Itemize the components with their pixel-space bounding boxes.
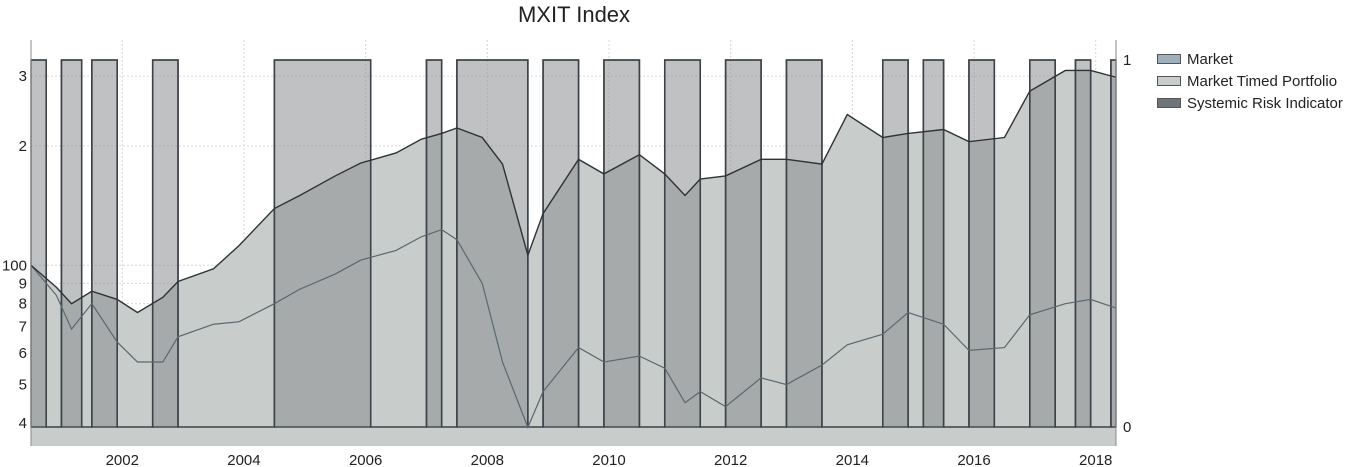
y-right-tick-label: 0 [1123, 419, 1131, 436]
legend-swatch-indicator [1157, 98, 1181, 108]
x-tick-label: 2018 [1079, 452, 1112, 467]
legend-label-portfolio: Market Timed Portfolio [1187, 72, 1338, 90]
x-tick-label: 2004 [227, 452, 260, 467]
chart-title: MXIT Index [517, 2, 631, 27]
x-tick-label: 2002 [106, 452, 139, 467]
x-tick-label: 2008 [471, 452, 504, 467]
x-tick-label: 2012 [714, 452, 747, 467]
indicator-high-bar [273, 59, 372, 428]
indicator-bars-layer [30, 59, 1117, 428]
legend: Market Market Timed Portfolio Systemic R… [1157, 48, 1343, 114]
y-left-tick-label: 7 [19, 319, 27, 336]
legend-swatch-portfolio [1157, 76, 1181, 86]
legend-label-market: Market [1187, 50, 1233, 68]
legend-item-market: Market [1157, 48, 1343, 70]
series-lines-layer [30, 69, 1117, 429]
x-tick-label: 2006 [349, 452, 382, 467]
y-left-tick-label: 2 [19, 138, 27, 155]
y-left-tick-label: 8 [19, 296, 27, 313]
legend-swatch-market [1157, 54, 1181, 64]
indicator-high-bar [425, 59, 443, 428]
y-left-tick-label: 3 [19, 68, 27, 85]
indicator-high-bar [785, 59, 823, 428]
x-tick-label: 2010 [592, 452, 625, 467]
y-left-tick-label: 100 [2, 257, 27, 274]
y-left-tick-label: 5 [19, 377, 27, 394]
x-tick-label: 2014 [836, 452, 869, 467]
indicator-high-bar [1074, 59, 1092, 428]
legend-label-indicator: Systemic Risk Indicator [1187, 94, 1343, 112]
indicator-high-bar [664, 59, 701, 428]
indicator-high-bar [30, 59, 47, 428]
y-left-tick-label: 9 [19, 275, 27, 292]
indicator-high-bar [542, 59, 580, 428]
indicator-high-bar [968, 59, 996, 428]
portfolio-line [30, 69, 1117, 314]
indicator-high-bar [724, 59, 762, 428]
y-left-tick-label: 4 [19, 415, 27, 432]
indicator-line [31, 59, 1116, 428]
market-line [30, 228, 1117, 429]
y-right-tick-label: 1 [1123, 52, 1131, 69]
legend-item-indicator: Systemic Risk Indicator [1157, 92, 1343, 114]
indicator-high-bar [151, 59, 179, 428]
x-tick-label: 2016 [957, 452, 990, 467]
indicator-high-bar [60, 59, 83, 428]
indicator-high-bar [922, 59, 945, 428]
indicator-high-bar [91, 59, 118, 428]
indicator-high-bar [456, 59, 529, 428]
indicator-high-bar [603, 59, 641, 428]
indicator-high-bar [882, 59, 909, 428]
y-left-tick-label: 6 [19, 345, 27, 362]
legend-item-portfolio: Market Timed Portfolio [1157, 70, 1343, 92]
indicator-high-bar [1029, 59, 1056, 428]
